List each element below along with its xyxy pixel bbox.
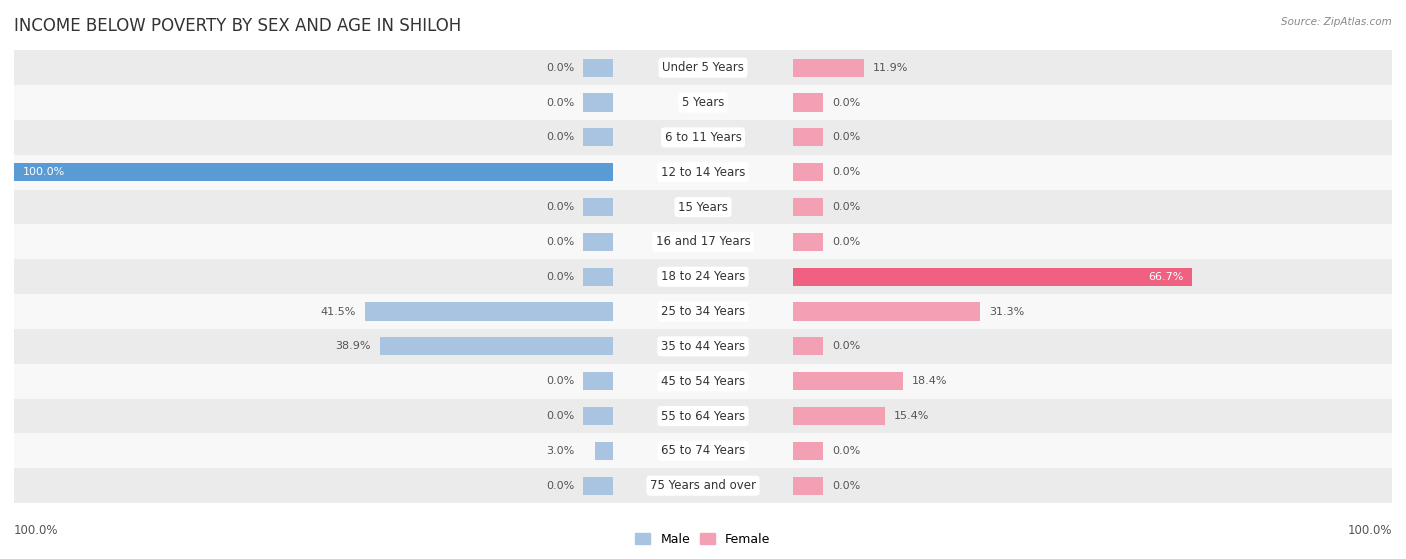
Text: 75 Years and over: 75 Years and over <box>650 479 756 492</box>
Bar <box>14 294 1392 329</box>
Bar <box>793 268 1192 286</box>
Text: 66.7%: 66.7% <box>1149 272 1184 282</box>
Text: 0.0%: 0.0% <box>832 342 860 352</box>
Text: Source: ZipAtlas.com: Source: ZipAtlas.com <box>1281 17 1392 27</box>
Bar <box>793 372 903 390</box>
Bar <box>14 163 613 181</box>
Bar <box>583 233 613 251</box>
Text: 45 to 54 Years: 45 to 54 Years <box>661 375 745 388</box>
Text: 0.0%: 0.0% <box>546 411 574 421</box>
Text: 6 to 11 Years: 6 to 11 Years <box>665 131 741 144</box>
Bar <box>793 163 823 181</box>
Text: 0.0%: 0.0% <box>546 63 574 73</box>
Text: 55 to 64 Years: 55 to 64 Years <box>661 410 745 423</box>
Text: 31.3%: 31.3% <box>990 306 1025 316</box>
Text: 3.0%: 3.0% <box>546 446 574 456</box>
Bar <box>14 259 1392 294</box>
Bar <box>793 233 823 251</box>
Text: 100.0%: 100.0% <box>1347 524 1392 537</box>
Bar <box>583 268 613 286</box>
Text: 16 and 17 Years: 16 and 17 Years <box>655 235 751 248</box>
Text: 0.0%: 0.0% <box>832 237 860 247</box>
Bar <box>583 372 613 390</box>
Text: 25 to 34 Years: 25 to 34 Years <box>661 305 745 318</box>
Bar <box>14 364 1392 399</box>
Text: 11.9%: 11.9% <box>873 63 908 73</box>
Text: 38.9%: 38.9% <box>336 342 371 352</box>
Bar <box>583 407 613 425</box>
Text: 15.4%: 15.4% <box>894 411 929 421</box>
Bar <box>14 50 1392 85</box>
Text: 0.0%: 0.0% <box>546 376 574 386</box>
Bar <box>583 477 613 495</box>
Text: 0.0%: 0.0% <box>546 237 574 247</box>
Text: 41.5%: 41.5% <box>321 306 356 316</box>
Text: 0.0%: 0.0% <box>832 202 860 212</box>
Bar <box>583 59 613 77</box>
Bar <box>793 407 886 425</box>
Text: 12 to 14 Years: 12 to 14 Years <box>661 165 745 179</box>
Text: 0.0%: 0.0% <box>546 98 574 107</box>
Bar <box>14 329 1392 364</box>
Bar <box>793 442 823 460</box>
Text: 35 to 44 Years: 35 to 44 Years <box>661 340 745 353</box>
Bar <box>14 120 1392 155</box>
Bar <box>793 198 823 216</box>
Text: 0.0%: 0.0% <box>832 98 860 107</box>
Text: 18 to 24 Years: 18 to 24 Years <box>661 270 745 283</box>
Bar <box>583 129 613 146</box>
Bar <box>14 433 1392 468</box>
Text: 0.0%: 0.0% <box>546 481 574 491</box>
Text: 0.0%: 0.0% <box>832 446 860 456</box>
Bar <box>595 442 613 460</box>
Text: 18.4%: 18.4% <box>912 376 948 386</box>
Bar <box>793 302 980 321</box>
Bar <box>793 93 823 112</box>
Text: 0.0%: 0.0% <box>546 132 574 143</box>
Bar <box>793 59 865 77</box>
Text: 0.0%: 0.0% <box>832 132 860 143</box>
Text: 5 Years: 5 Years <box>682 96 724 109</box>
Text: 65 to 74 Years: 65 to 74 Years <box>661 444 745 457</box>
Text: 100.0%: 100.0% <box>14 524 59 537</box>
Bar <box>793 477 823 495</box>
Legend: Male, Female: Male, Female <box>630 528 776 551</box>
Bar <box>14 468 1392 503</box>
Bar <box>364 302 613 321</box>
Bar <box>14 190 1392 225</box>
Text: Under 5 Years: Under 5 Years <box>662 61 744 74</box>
Bar <box>583 198 613 216</box>
Bar <box>14 85 1392 120</box>
Text: 100.0%: 100.0% <box>22 167 65 177</box>
Text: 0.0%: 0.0% <box>546 202 574 212</box>
Bar <box>14 399 1392 433</box>
Bar <box>14 225 1392 259</box>
Bar <box>793 337 823 356</box>
Text: 0.0%: 0.0% <box>832 167 860 177</box>
Text: INCOME BELOW POVERTY BY SEX AND AGE IN SHILOH: INCOME BELOW POVERTY BY SEX AND AGE IN S… <box>14 17 461 35</box>
Bar <box>793 129 823 146</box>
Bar <box>380 337 613 356</box>
Bar <box>14 155 1392 190</box>
Text: 15 Years: 15 Years <box>678 201 728 214</box>
Text: 0.0%: 0.0% <box>832 481 860 491</box>
Text: 0.0%: 0.0% <box>546 272 574 282</box>
Bar <box>583 93 613 112</box>
